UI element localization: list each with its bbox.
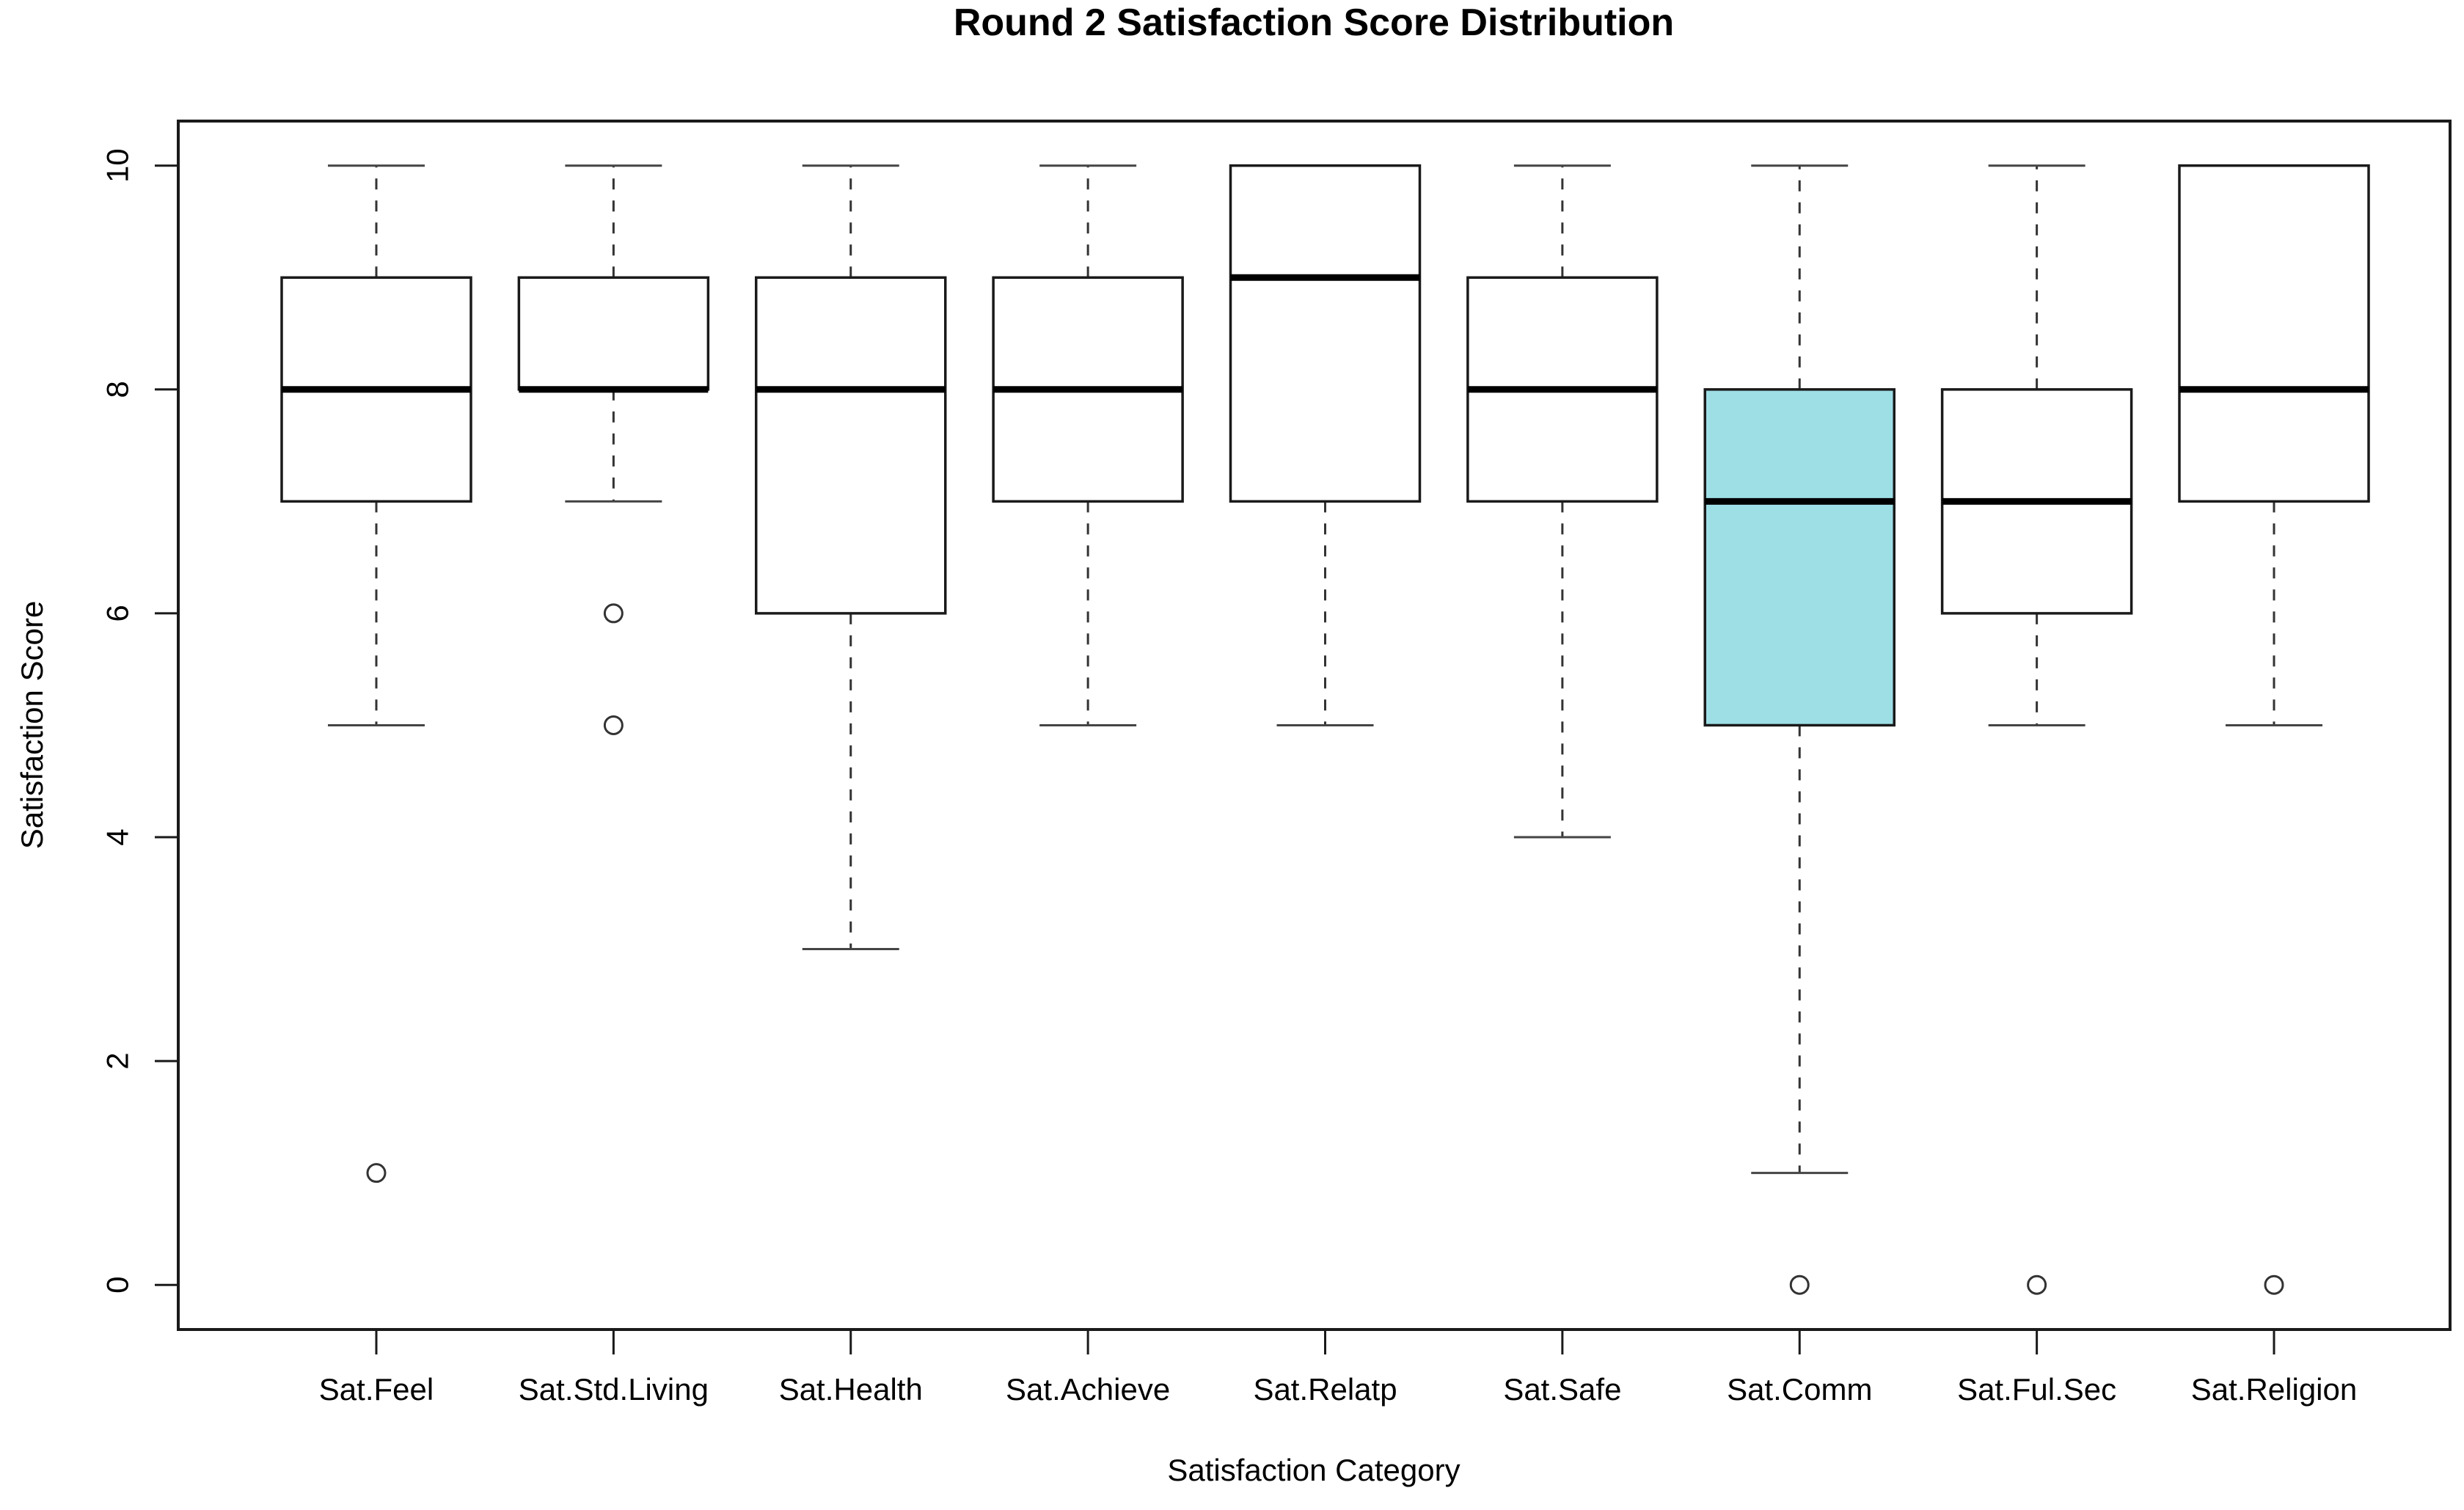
box-Sat.Comm-outlier (1789, 1274, 1810, 1295)
x-tick-label: Sat.Std.Living (519, 1372, 709, 1407)
box-Sat.Health-iqr (755, 276, 947, 615)
x-tick-label: Sat.Achieve (1006, 1372, 1170, 1407)
box-Sat.Std.Living-iqr (517, 276, 710, 391)
box-Sat.Std.Living-outlier (603, 715, 624, 735)
x-tick-label: Sat.Religion (2191, 1372, 2357, 1407)
box-Sat.Religion-iqr (2178, 164, 2370, 503)
x-tick-label: Sat.Feel (319, 1372, 434, 1407)
y-tick-label: 10 (100, 148, 135, 183)
x-tick-label: Sat.Safe (1503, 1372, 1621, 1407)
x-tick-label: Sat.Ful.Sec (1957, 1372, 2116, 1407)
y-tick-label: 2 (100, 1052, 135, 1069)
box-Sat.Ful.Sec-outlier (2027, 1274, 2047, 1295)
box-Sat.Religion-outlier (2264, 1274, 2284, 1295)
y-axis-label: Satisfaction Score (15, 601, 49, 850)
y-tick-label: 4 (100, 828, 135, 845)
x-axis-label: Satisfaction Category (1167, 1453, 1460, 1487)
chart-title: Round 2 Satisfaction Score Distribution (954, 1, 1674, 44)
x-tick-label: Sat.Comm (1727, 1372, 1872, 1407)
box-Sat.Comm-iqr (1703, 388, 1895, 727)
plot-border (177, 120, 2452, 1331)
x-tick-label: Sat.Relatp (1253, 1372, 1397, 1407)
box-Sat.Feel-outlier (366, 1163, 387, 1183)
box-Sat.Std.Living-outlier (603, 603, 624, 624)
x-tick-label: Sat.Health (779, 1372, 923, 1407)
y-tick-label: 0 (100, 1277, 135, 1294)
y-tick-label: 6 (100, 605, 135, 621)
plot-area: 0 2 4 6 8 10 Sat.Feel Sat.Std.Living Sat.Health S… (100, 120, 2452, 1407)
y-tick-label: 8 (100, 381, 135, 398)
box-Sat.Relatp-iqr (1229, 164, 1422, 503)
